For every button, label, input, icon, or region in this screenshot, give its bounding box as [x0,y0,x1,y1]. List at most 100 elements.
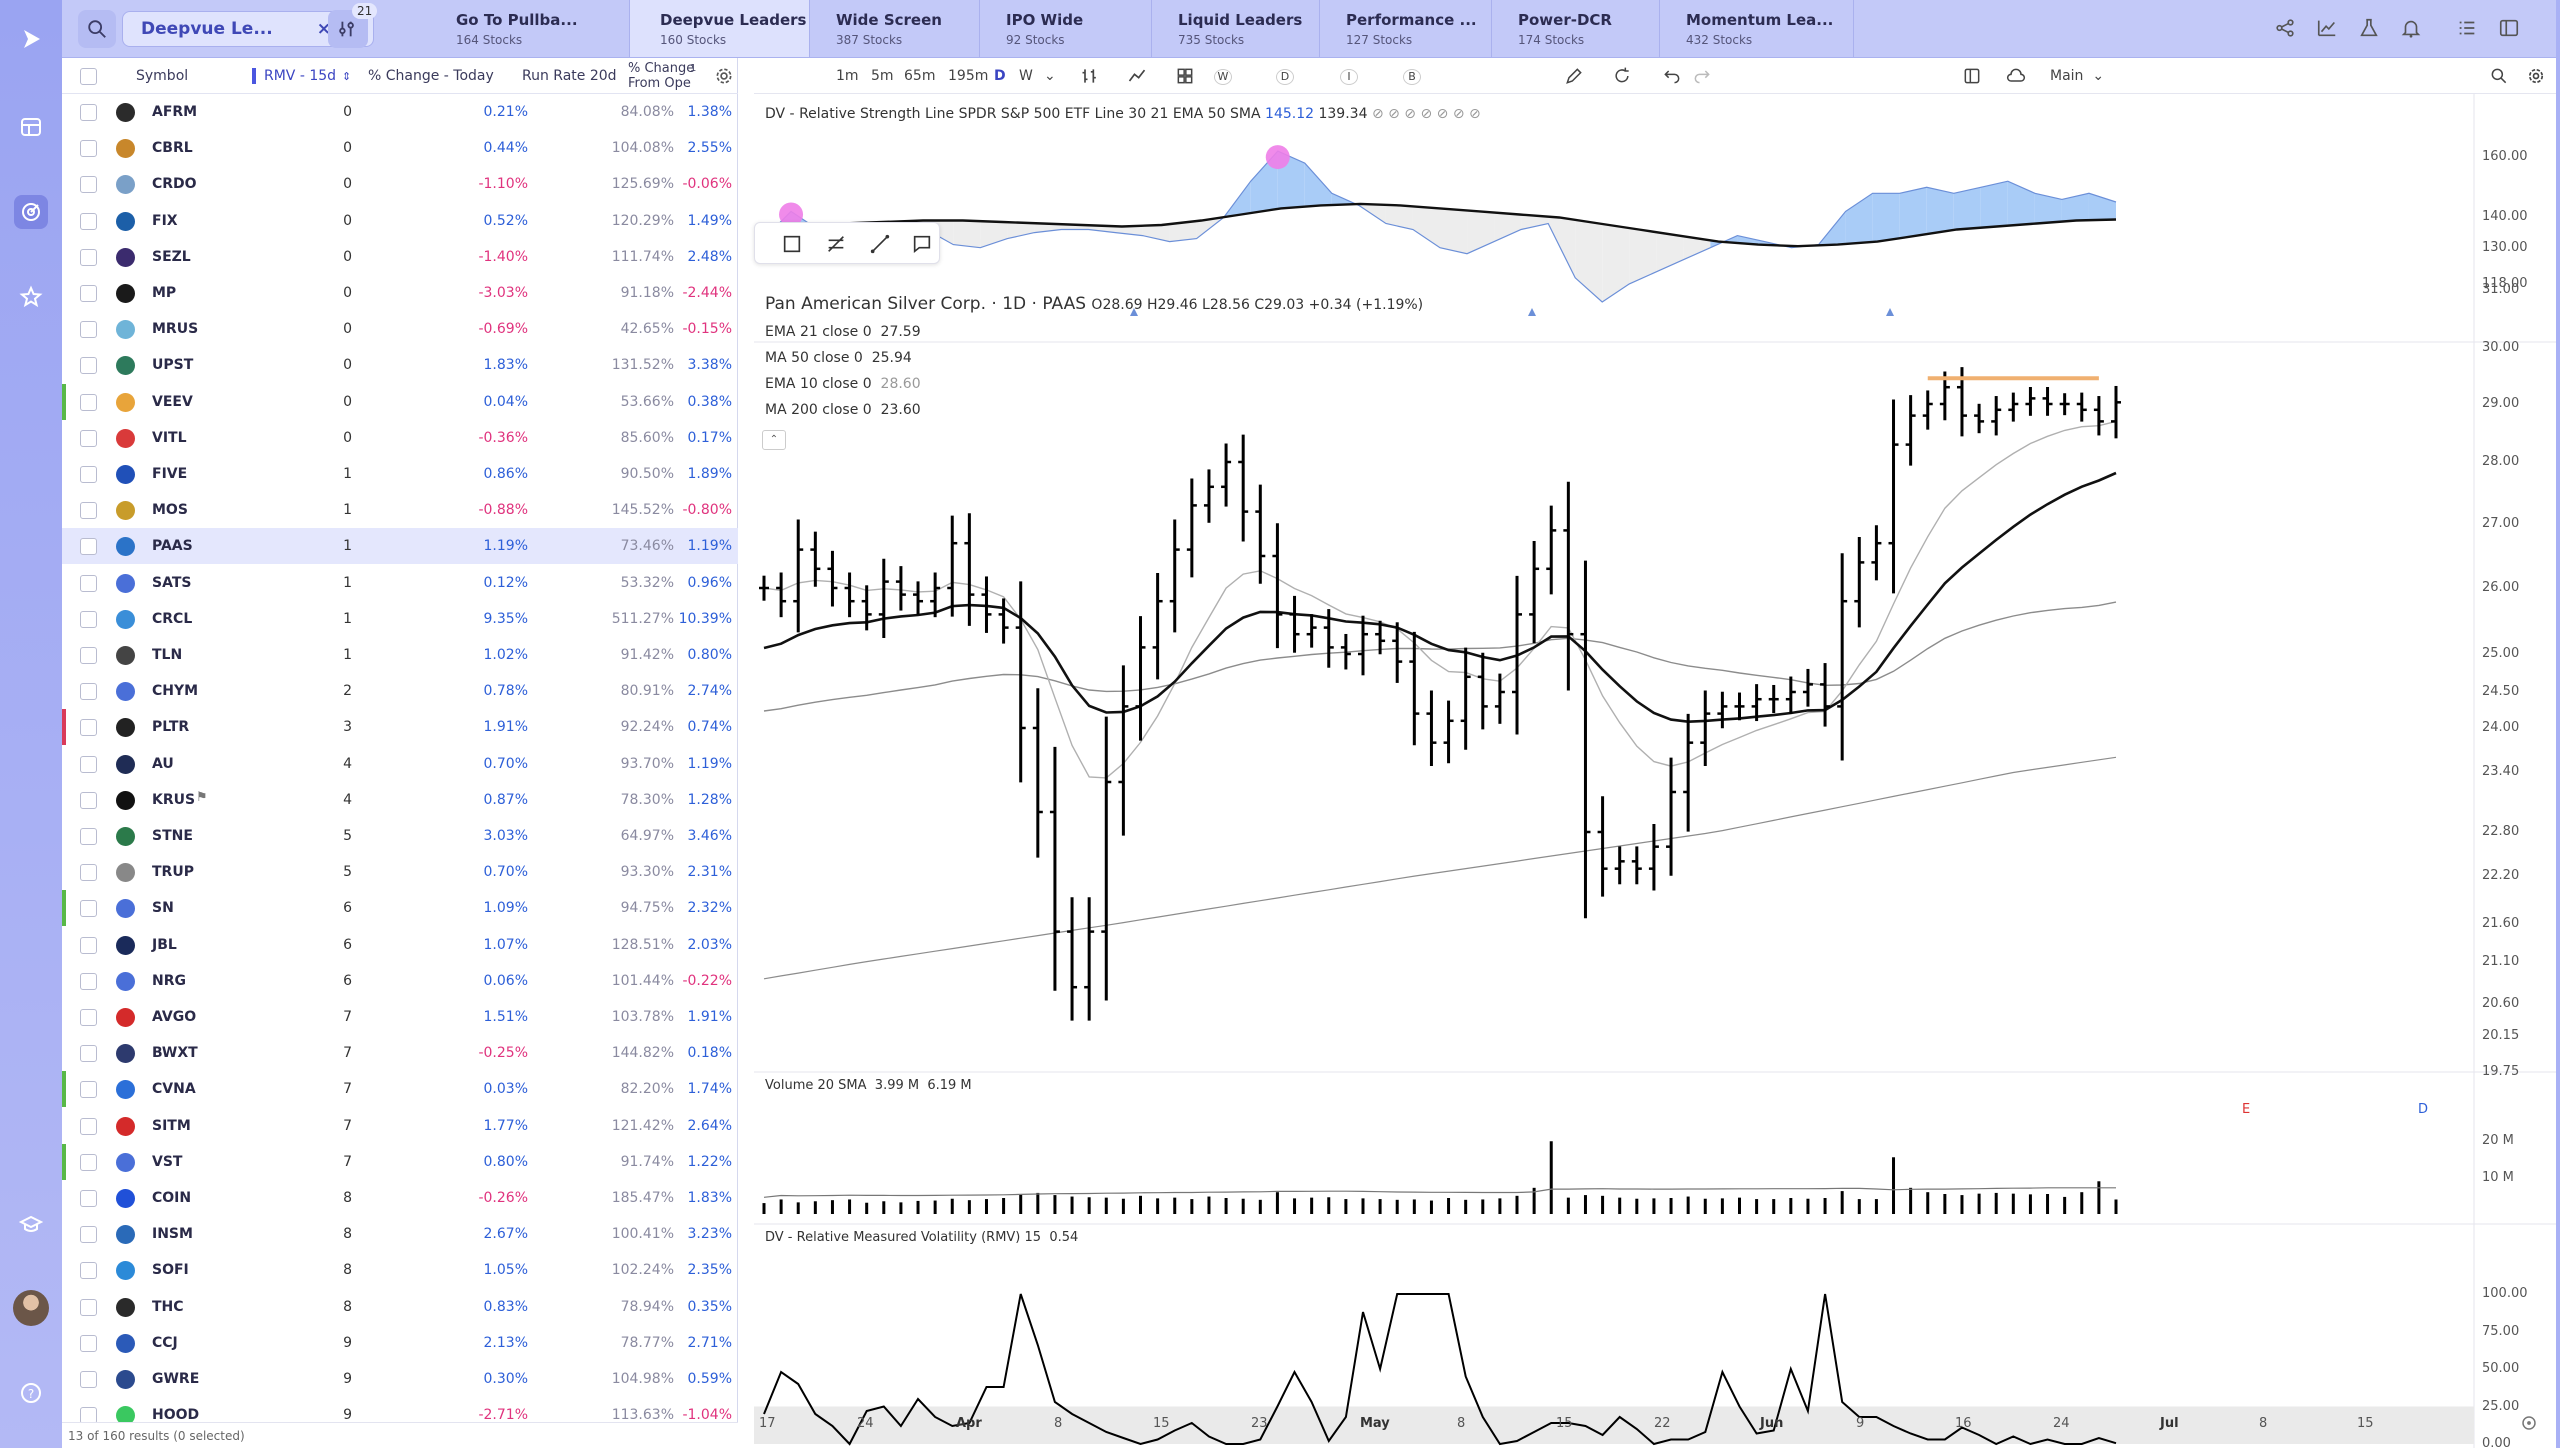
redo-icon[interactable] [1692,66,1712,86]
symbol-cell[interactable]: AVGO [152,1009,197,1025]
symbol-cell[interactable]: HOOD [152,1407,200,1424]
row-checkbox[interactable] [80,285,97,302]
interval-W[interactable]: W [1019,68,1033,84]
row-checkbox[interactable] [80,683,97,701]
watchlist-tab[interactable]: Deepvue Leaders 160 Stocks [630,0,810,57]
row-checkbox[interactable] [80,719,97,737]
row-checkbox[interactable] [80,357,97,375]
row-checkbox[interactable] [80,1298,97,1316]
screener-icon[interactable] [14,195,48,229]
timeframe-B[interactable]: B [1403,69,1421,85]
row-checkbox[interactable] [80,1009,97,1026]
timeframe-D[interactable]: D [1276,69,1294,85]
symbol-cell[interactable]: MP [152,285,177,301]
education-icon[interactable] [14,1208,48,1242]
watchlist-tab[interactable]: IPO Wide 92 Stocks [980,0,1152,57]
table-row[interactable]: TLN 1 1.02% 91.42% 0.80% [62,637,738,673]
cloud-save-icon[interactable] [2006,66,2026,86]
column-header-pct-change[interactable]: % Change - Today [368,68,494,84]
row-checkbox[interactable] [80,1153,97,1171]
star-icon[interactable] [14,280,48,314]
row-checkbox[interactable] [80,248,97,266]
watchlist-tab[interactable]: Go To Pullba... 164 Stocks [430,0,630,57]
table-row[interactable]: KRUS ⚑ 4 0.87% 78.30% 1.28% [62,782,738,818]
table-row[interactable]: AFRM 0 0.21% 84.08% 1.38% [62,94,738,130]
row-checkbox[interactable] [80,393,97,411]
table-row[interactable]: GWRE 9 0.30% 104.98% 0.59% [62,1361,738,1397]
symbol-cell[interactable]: MRUS [152,321,199,338]
table-row[interactable]: TRUP 5 0.70% 93.30% 2.31% [62,854,738,890]
symbol-cell[interactable]: COIN [152,1190,192,1206]
table-row[interactable]: BWXT 7 -0.25% 144.82% 0.18% [62,1035,738,1071]
table-row[interactable]: FIVE 1 0.86% 90.50% 1.89% [62,456,738,492]
deepvue-logo-icon[interactable] [14,22,48,56]
symbol-cell[interactable]: CVNA [152,1081,196,1098]
table-row[interactable]: CCJ 9 2.13% 78.77% 2.71% [62,1325,738,1361]
row-checkbox[interactable] [80,610,97,628]
table-row[interactable]: NRG 6 0.06% 101.44% -0.22% [62,963,738,999]
column-header-rmv[interactable]: RMV - 15d ⇕ [252,58,351,94]
row-checkbox[interactable] [80,1334,97,1352]
bar-type-icon[interactable] [1080,66,1100,86]
interval-dropdown-icon[interactable]: ⌄ [1044,68,1056,84]
row-checkbox[interactable] [80,140,97,158]
list-view-icon[interactable] [2456,17,2478,39]
timeframe-W[interactable]: W [1214,69,1232,85]
rectangle-tool-icon[interactable] [781,233,803,255]
share-icon[interactable] [2274,17,2296,39]
chart-canvas[interactable] [754,94,2556,1448]
row-checkbox[interactable] [80,1190,97,1207]
table-row[interactable]: VST 7 0.80% 91.74% 1.22% [62,1143,738,1180]
table-row[interactable]: PLTR 3 1.91% 92.24% 0.74% [62,709,738,746]
row-checkbox[interactable] [80,538,97,556]
symbol-cell[interactable]: AU [152,755,174,772]
clear-icon[interactable]: × [316,19,331,39]
symbol-cell[interactable]: SOFI [152,1262,189,1279]
table-row[interactable]: COIN 8 -0.26% 185.47% 1.83% [62,1180,738,1216]
chart-settings-icon[interactable] [2526,66,2546,86]
row-checkbox[interactable] [80,104,97,121]
row-checkbox[interactable] [80,864,97,882]
table-row[interactable]: CBRL 0 0.44% 104.08% 2.55% [62,130,738,166]
symbol-cell[interactable]: CBRL [152,140,193,157]
search-button[interactable] [78,10,116,48]
help-icon[interactable]: ? [14,1376,48,1410]
filter-button[interactable] [328,10,368,48]
symbol-cell[interactable]: GWRE [152,1371,200,1387]
symbol-cell[interactable]: INSM [152,1226,193,1243]
table-row[interactable]: UPST 0 1.83% 131.52% 3.38% [62,347,738,383]
table-row[interactable]: SN 6 1.09% 94.75% 2.32% [62,890,738,927]
row-checkbox[interactable] [80,900,97,918]
table-row[interactable]: VITL 0 -0.36% 85.60% 0.17% [62,420,738,456]
column-header-symbol[interactable]: Symbol [136,68,189,84]
watchlist-tab[interactable]: Wide Screen 387 Stocks [810,0,980,57]
avatar[interactable] [13,1290,49,1326]
table-row[interactable]: SITM 7 1.77% 121.42% 2.64% [62,1108,738,1144]
comment-tool-icon[interactable] [911,233,933,255]
interval-1m[interactable]: 1m [836,68,859,84]
undo-icon[interactable] [1662,66,1682,86]
symbol-cell[interactable]: SN [152,900,174,917]
row-checkbox[interactable] [80,755,97,773]
trendline-tool-icon[interactable] [869,233,891,255]
flag-icon[interactable]: ⚑ [196,789,208,805]
table-row[interactable]: THC 8 0.83% 78.94% 0.35% [62,1289,738,1325]
symbol-cell[interactable]: TRUP [152,864,194,881]
table-row[interactable]: CRDO 0 -1.10% 125.69% -0.06% [62,166,738,202]
row-checkbox[interactable] [80,176,97,194]
symbol-cell[interactable]: TLN [152,647,183,663]
symbol-cell[interactable]: VITL [152,429,187,446]
symbol-cell[interactable]: PAAS [152,538,193,555]
symbol-cell[interactable]: CRDO [152,176,197,193]
watchlist-tab[interactable]: Liquid Leaders 735 Stocks [1152,0,1320,57]
table-row[interactable]: CVNA 7 0.03% 82.20% 1.74% [62,1071,738,1108]
bell-icon[interactable] [2400,17,2422,39]
table-row[interactable]: SATS 1 0.12% 53.32% 0.96% [62,565,738,601]
panel-view-icon[interactable] [2498,17,2520,39]
collapse-legend-button[interactable]: ⌃ [762,430,786,450]
table-row[interactable]: STNE 5 3.03% 64.97% 3.46% [62,818,738,854]
symbol-cell[interactable]: SITM [152,1117,191,1134]
zoom-icon[interactable] [2489,66,2509,86]
symbol-cell[interactable]: FIX [152,212,178,229]
row-checkbox[interactable] [80,321,97,339]
